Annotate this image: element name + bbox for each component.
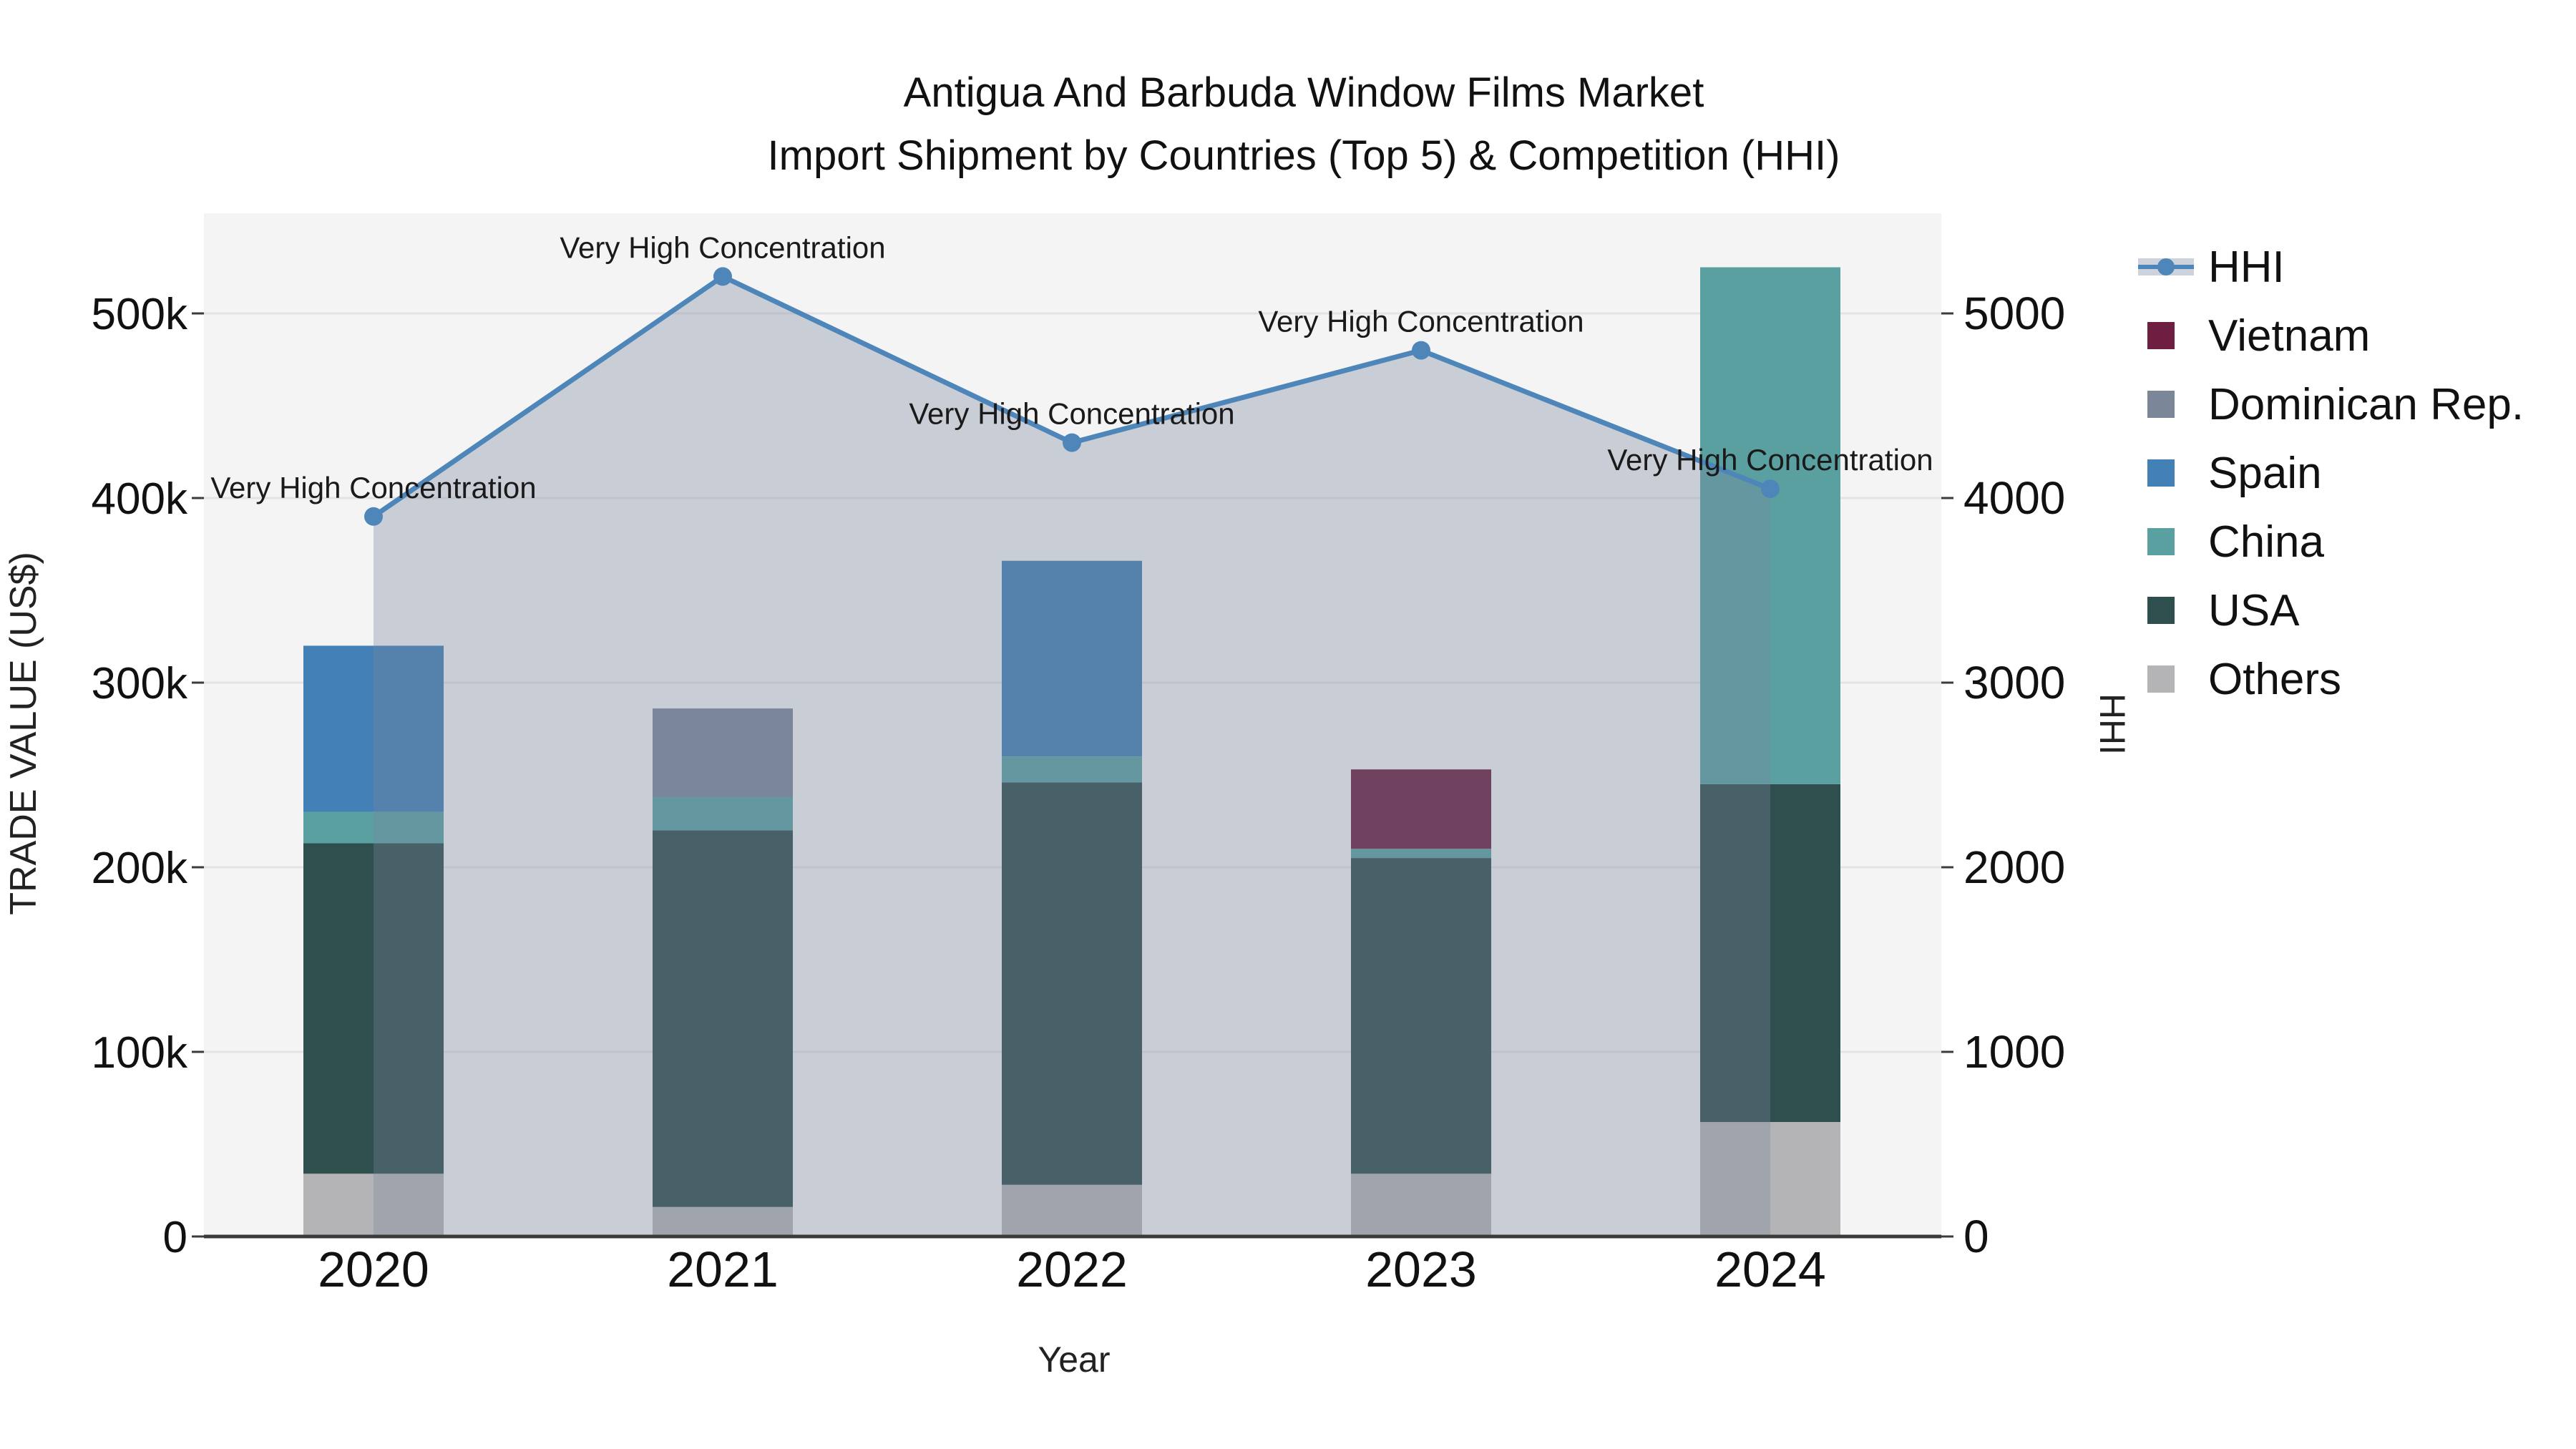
y-left-tick-label: 400k: [92, 474, 188, 524]
x-tick-label-2024: 2024: [1714, 1241, 1826, 1297]
hhi-marker-2020[interactable]: [364, 507, 383, 526]
hhi-annotation-2022: Very High Concentration: [909, 397, 1234, 431]
bar-segment-china-2022[interactable]: [1002, 756, 1142, 783]
chart-title-line2: Import Shipment by Countries (Top 5) & C…: [767, 132, 1840, 179]
legend: HHI Vietnam Dominican Rep. Spain China U…: [2138, 233, 2524, 713]
bar-segment-dominican-rep--2021[interactable]: [653, 708, 793, 797]
legend-label: Spain: [2208, 448, 2322, 498]
bar-segment-china-2023[interactable]: [1351, 849, 1491, 859]
usa-swatch-icon: [2147, 597, 2175, 624]
others-swatch-icon: [2147, 665, 2175, 693]
y-left-tick-label: 500k: [92, 290, 188, 339]
y-right-tick-label: 0: [1963, 1211, 1989, 1262]
bar-segment-others-2020[interactable]: [303, 1174, 444, 1236]
hhi-marker-2022[interactable]: [1063, 433, 1081, 452]
bar-segment-others-2023[interactable]: [1351, 1174, 1491, 1236]
legend-item-vietnam[interactable]: Vietnam: [2138, 301, 2524, 370]
legend-item-china[interactable]: China: [2138, 507, 2524, 576]
chart-title-line1: Antigua And Barbuda Window Films Market: [903, 69, 1704, 116]
bar-segment-vietnam-2023[interactable]: [1351, 769, 1491, 849]
legend-item-usa[interactable]: USA: [2138, 576, 2524, 645]
hhi-marker-2023[interactable]: [1412, 341, 1430, 360]
y-right-tick-label: 4000: [1963, 472, 2065, 524]
y-left-tick-label: 300k: [92, 659, 188, 708]
bar-segment-usa-2024[interactable]: [1700, 784, 1840, 1123]
x-tick-label-2020: 2020: [318, 1241, 429, 1297]
x-axis-title: Year: [1038, 1340, 1111, 1380]
x-tick-label-2022: 2022: [1016, 1241, 1128, 1297]
y-left-tick-label: 0: [163, 1213, 187, 1262]
hhi-area-fill: [374, 276, 1770, 1236]
bar-segment-china-2024[interactable]: [1700, 267, 1840, 784]
spain-swatch-icon: [2147, 459, 2175, 487]
legend-label: Vietnam: [2208, 311, 2371, 361]
hhi-marker-2021[interactable]: [713, 267, 732, 286]
legend-label: Others: [2208, 654, 2342, 704]
legend-label: China: [2208, 517, 2324, 567]
legend-label: HHI: [2208, 242, 2285, 292]
y-right-tick-label: 3000: [1963, 657, 2065, 708]
hhi-annotation-2020: Very High Concentration: [210, 471, 536, 504]
bar-segment-spain-2020[interactable]: [303, 645, 444, 812]
y-left-tick-label: 100k: [92, 1028, 188, 1078]
x-tick-label-2021: 2021: [667, 1241, 779, 1297]
bar-segment-others-2021[interactable]: [653, 1206, 793, 1236]
bar-segment-usa-2023[interactable]: [1351, 858, 1491, 1174]
legend-item-dominican-rep[interactable]: Dominican Rep.: [2138, 370, 2524, 439]
vietnam-swatch-icon: [2147, 322, 2175, 349]
bar-segment-usa-2020[interactable]: [303, 843, 444, 1174]
bar-segment-usa-2022[interactable]: [1002, 782, 1142, 1185]
hhi-annotation-2023: Very High Concentration: [1258, 305, 1584, 338]
hhi-marker-2024[interactable]: [1761, 479, 1780, 499]
x-tick-label-2023: 2023: [1365, 1241, 1477, 1297]
china-swatch-icon: [2147, 528, 2175, 555]
y-right-tick-label: 5000: [1963, 288, 2065, 339]
bar-segment-spain-2022[interactable]: [1002, 560, 1142, 757]
hhi-annotation-2024: Very High Concentration: [1607, 443, 1933, 477]
legend-item-hhi[interactable]: HHI: [2138, 233, 2524, 301]
bar-segment-others-2022[interactable]: [1002, 1184, 1142, 1236]
bar-segment-china-2020[interactable]: [303, 811, 444, 844]
y-left-tick-label: 200k: [92, 844, 188, 893]
chart-title: Antigua And Barbuda Window Films Market …: [768, 62, 1840, 187]
dominican-rep-swatch-icon: [2147, 391, 2175, 418]
legend-item-others[interactable]: Others: [2138, 645, 2524, 713]
hhi-annotation-2021: Very High Concentration: [560, 230, 885, 264]
legend-item-spain[interactable]: Spain: [2138, 439, 2524, 507]
bar-segment-others-2024[interactable]: [1700, 1122, 1840, 1236]
y-right-tick-label: 2000: [1963, 841, 2065, 893]
y-right-tick-label: 1000: [1963, 1026, 2065, 1078]
hhi-line-icon: [2138, 251, 2194, 283]
legend-label: Dominican Rep.: [2208, 379, 2524, 429]
bar-segment-china-2021[interactable]: [653, 796, 793, 831]
legend-label: USA: [2208, 585, 2300, 635]
bar-segment-usa-2021[interactable]: [653, 830, 793, 1207]
